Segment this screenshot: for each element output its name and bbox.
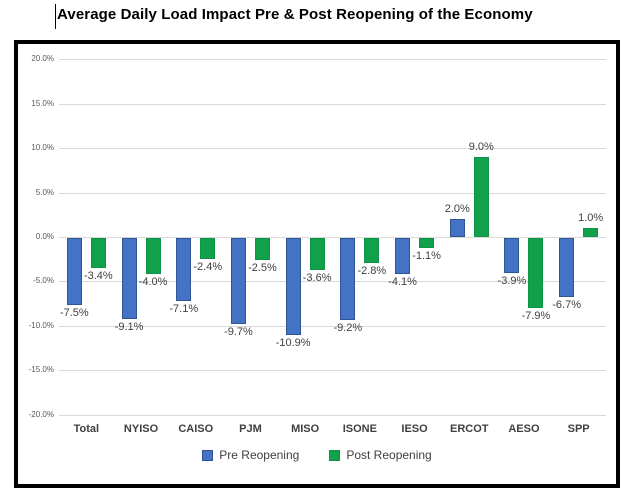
category-label-pjm: PJM	[239, 423, 262, 435]
data-label: -2.4%	[193, 261, 223, 274]
y-axis-tick-label: -5.0%	[33, 276, 54, 286]
chart-title[interactable]: Average Daily Load Impact Pre & Post Reo…	[57, 6, 533, 23]
category-label-ercot: ERCOT	[450, 423, 489, 435]
bar-post-reopening-ercot	[473, 157, 489, 237]
data-label: -6.7%	[552, 299, 582, 312]
gridline	[59, 281, 606, 283]
y-axis-tick-label: -20.0%	[28, 409, 54, 419]
category-label-isone: ISONE	[342, 423, 377, 435]
data-label: -2.8%	[357, 264, 387, 277]
text-cursor	[55, 4, 56, 29]
bar-post-reopening-ieso	[419, 238, 435, 248]
legend: Pre Reopening Post Reopening	[18, 448, 616, 462]
legend-item-post-reopening: Post Reopening	[329, 448, 432, 462]
legend-item-pre-reopening: Pre Reopening	[202, 448, 299, 462]
data-label: -4.1%	[388, 276, 417, 289]
data-label: -9.2%	[333, 321, 363, 334]
bar-post-reopening-isone	[364, 238, 380, 263]
category-label-nyiso: NYISO	[123, 423, 159, 435]
category-label-aeso: AESO	[508, 423, 540, 435]
pre-reopening-swatch-icon	[202, 449, 214, 461]
bar-post-reopening-miso	[309, 238, 325, 270]
gridline	[59, 148, 606, 150]
data-label: -3.9%	[497, 274, 527, 287]
bar-post-reopening-spp	[583, 228, 599, 237]
gridline	[59, 325, 606, 327]
y-axis-tick-label: -10.0%	[28, 320, 54, 330]
data-label: -3.4%	[83, 270, 113, 283]
category-label-ieso: IESO	[401, 423, 428, 435]
bar-pre-reopening-aeso	[504, 238, 520, 273]
data-label: -7.5%	[59, 306, 89, 319]
bar-pre-reopening-ieso	[395, 238, 411, 275]
bar-pre-reopening-caiso	[176, 238, 192, 302]
bar-post-reopening-nyiso	[145, 238, 161, 274]
data-label: -9.1%	[114, 320, 144, 333]
y-axis-tick-label: 20.0%	[31, 54, 54, 64]
data-label: -2.5%	[248, 262, 277, 275]
data-label: -7.9%	[521, 310, 551, 323]
bar-pre-reopening-spp	[559, 238, 575, 298]
gridline	[59, 59, 606, 61]
gridline	[59, 370, 606, 372]
gridline	[59, 192, 606, 194]
bar-post-reopening-pjm	[254, 238, 270, 261]
legend-label-post-reopening: Post Reopening	[346, 448, 432, 462]
data-label: -7.1%	[169, 303, 199, 316]
bar-pre-reopening-miso	[285, 238, 301, 335]
data-label: -3.6%	[302, 271, 332, 284]
post-reopening-swatch-icon	[329, 449, 341, 461]
bar-pre-reopening-total	[66, 238, 82, 305]
gridline	[59, 103, 606, 105]
category-label-total: Total	[73, 423, 100, 435]
chart-frame[interactable]: 20.0% 15.0% 10.0% 5.0% 0.0% -5.0% -10.0% -15.0%…	[14, 40, 620, 488]
y-axis-tick-label: 0.0%	[35, 232, 54, 241]
legend-label-pre-reopening: Pre Reopening	[219, 448, 300, 462]
y-axis-tick-label: 5.0%	[35, 187, 54, 197]
y-axis-tick-label: 15.0%	[31, 98, 54, 108]
data-label: -10.9%	[275, 336, 311, 349]
data-label: 9.0%	[468, 141, 494, 154]
bar-pre-reopening-isone	[340, 238, 356, 320]
bar-pre-reopening-ercot	[449, 219, 465, 237]
y-axis-tick-label: 10.0%	[31, 143, 54, 153]
data-label: 2.0%	[444, 203, 470, 216]
bar-pre-reopening-nyiso	[121, 238, 137, 319]
bar-post-reopening-aeso	[528, 238, 544, 309]
plot-area: 20.0% 15.0% 10.0% 5.0% 0.0% -5.0% -10.0% -15.0%…	[18, 44, 616, 484]
y-axis-tick-label: -15.0%	[28, 365, 54, 375]
gridline	[59, 237, 606, 238]
bar-post-reopening-caiso	[200, 238, 216, 260]
data-label: 1.0%	[578, 212, 604, 225]
category-label-spp: SPP	[567, 423, 590, 435]
category-label-miso: MISO	[291, 423, 320, 435]
data-label: -1.1%	[412, 249, 441, 262]
data-label: -9.7%	[224, 326, 253, 339]
bar-post-reopening-total	[90, 238, 106, 269]
bar-pre-reopening-pjm	[230, 238, 246, 325]
category-label-caiso: CAISO	[178, 423, 214, 435]
gridline	[59, 414, 606, 416]
data-label: -4.0%	[138, 275, 168, 288]
